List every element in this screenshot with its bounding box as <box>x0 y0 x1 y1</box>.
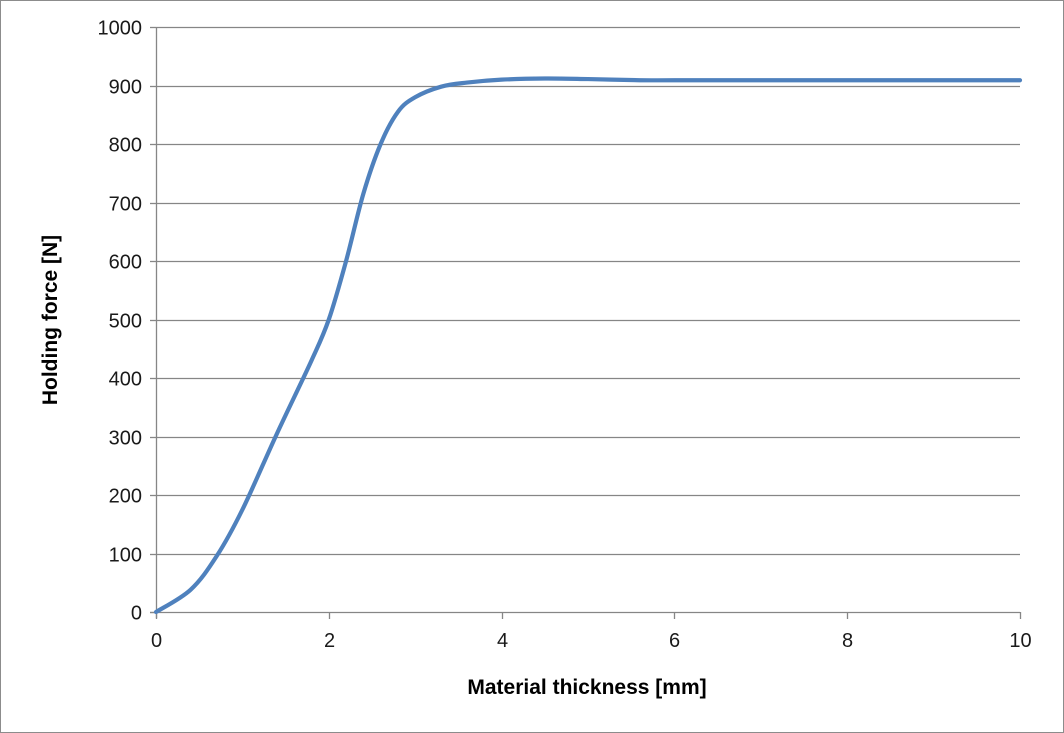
y-tick-label-100: 100 <box>109 545 142 567</box>
x-tick-labels: 0 2 4 6 8 10 <box>151 630 1032 652</box>
y-tick-label-300: 300 <box>109 428 142 450</box>
x-tick-label-4: 4 <box>497 630 508 652</box>
y-tick-labels: 0 100 200 300 400 500 600 700 800 900 1000 <box>98 18 143 625</box>
y-tick-label-1000: 1000 <box>98 18 143 40</box>
y-tick-label-900: 900 <box>109 77 142 99</box>
y-tick-label-800: 800 <box>109 135 142 157</box>
y-tick-label-700: 700 <box>109 194 142 216</box>
x-axis-title: Material thickness [mm] <box>467 676 706 699</box>
x-tick-label-8: 8 <box>842 630 853 652</box>
x-tick-label-0: 0 <box>151 630 162 652</box>
x-tick-label-10: 10 <box>1009 630 1031 652</box>
y-tick-label-500: 500 <box>109 311 142 333</box>
y-tick-label-200: 200 <box>109 486 142 508</box>
y-axis-title: Holding force [N] <box>39 235 62 405</box>
gridlines <box>156 26 1020 556</box>
x-tick-label-6: 6 <box>669 630 680 652</box>
series-line-0 <box>153 76 1023 615</box>
y-tick-label-0: 0 <box>131 603 142 625</box>
x-tick-label-2: 2 <box>324 630 335 652</box>
series-group <box>153 76 1023 615</box>
y-tick-label-600: 600 <box>109 252 142 274</box>
axes <box>150 26 1022 619</box>
y-tick-label-400: 400 <box>109 369 142 391</box>
